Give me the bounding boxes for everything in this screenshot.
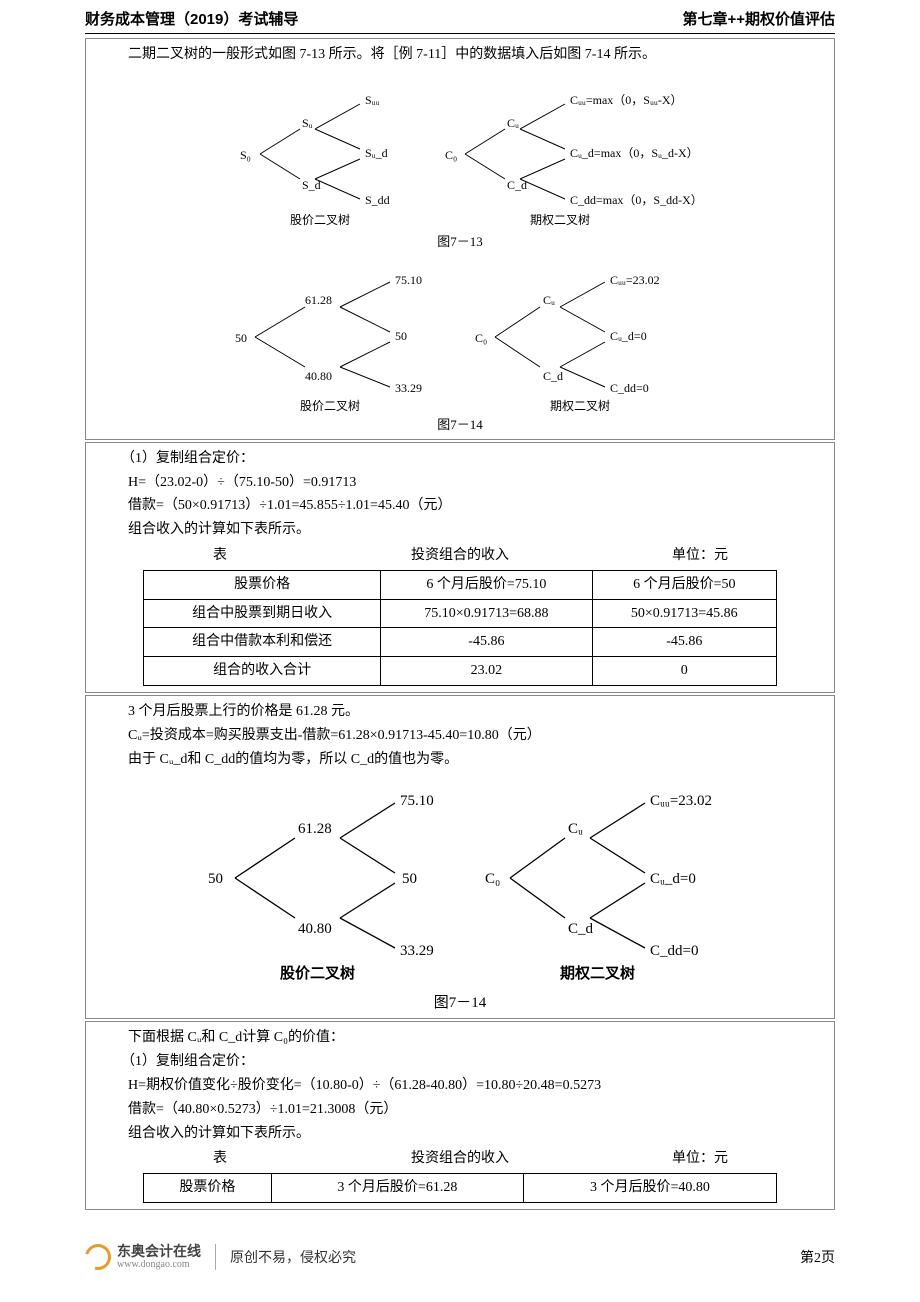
svg-text:61.28: 61.28 bbox=[298, 821, 332, 837]
calc2-l1: 3 个月后股票上行的价格是 61.28 元。 bbox=[100, 700, 820, 724]
svg-text:股价二叉树: 股价二叉树 bbox=[300, 398, 360, 412]
svg-text:Sᵤ: Sᵤ bbox=[302, 116, 313, 130]
svg-text:C₀: C₀ bbox=[445, 148, 457, 162]
calc1-l3: 借款=（50×0.91713）÷1.01=45.855÷1.01=45.40（元… bbox=[100, 494, 820, 518]
logo-icon bbox=[80, 1239, 116, 1275]
svg-text:Cᵤ_d=0: Cᵤ_d=0 bbox=[650, 871, 696, 887]
fig713-caption: 图7－13 bbox=[86, 229, 834, 254]
svg-text:C_dd=0: C_dd=0 bbox=[610, 381, 649, 395]
brand-logo: 东奥会计在线 www.dongao.com bbox=[85, 1244, 216, 1270]
table2-title: 表 投资组合的收入 单位：元 bbox=[100, 1147, 820, 1171]
table1-title: 表 投资组合的收入 单位：元 bbox=[100, 544, 820, 568]
svg-text:50: 50 bbox=[395, 329, 407, 343]
brand-name: 东奥会计在线 bbox=[117, 1244, 201, 1259]
block-figures: 二期二叉树的一般形式如图 7-13 所示。将［例 7-11］中的数据填入后如图 … bbox=[85, 38, 835, 440]
svg-text:Cᵤ_d=0: Cᵤ_d=0 bbox=[610, 329, 647, 343]
figure-7-14a: 50 61.28 40.80 75.10 50 33.29 股价二叉树 C₀ C… bbox=[86, 256, 834, 439]
calc3-l2: （1）复制组合定价： bbox=[100, 1050, 820, 1074]
svg-text:期权二叉树: 期权二叉树 bbox=[530, 212, 590, 227]
svg-text:40.80: 40.80 bbox=[305, 369, 332, 383]
calc1-l1: （1）复制组合定价： bbox=[100, 447, 820, 471]
intro-text: 二期二叉树的一般形式如图 7-13 所示。将［例 7-11］中的数据填入后如图 … bbox=[100, 43, 820, 67]
table2: 股票价格3 个月后股价=61.283 个月后股价=40.80 bbox=[143, 1173, 777, 1203]
fig714a-caption: 图7－14 bbox=[86, 412, 834, 437]
svg-text:C_d: C_d bbox=[568, 921, 594, 937]
calc1-l2: H=（23.02-0）÷（75.10-50）=0.91713 bbox=[100, 471, 820, 495]
svg-text:33.29: 33.29 bbox=[395, 381, 422, 395]
calc3-l1: 下面根据 Cᵤ和 C_d计算 C₀的价值： bbox=[100, 1026, 820, 1050]
svg-text:Sᵤᵤ: Sᵤᵤ bbox=[365, 93, 380, 107]
svg-text:股价二叉树: 股价二叉树 bbox=[290, 212, 350, 227]
calc2-l2: Cᵤ=投资成本=购买股票支出-借款=61.28×0.91713-45.40=10… bbox=[100, 724, 820, 748]
svg-text:S₀: S₀ bbox=[240, 148, 251, 162]
svg-text:75.10: 75.10 bbox=[395, 273, 422, 287]
svg-text:C₀: C₀ bbox=[485, 871, 500, 887]
figure-7-14b: 50 61.28 40.80 75.10 50 33.29 股价二叉树 C₀ C… bbox=[86, 777, 834, 1018]
svg-text:Cᵤ: Cᵤ bbox=[507, 116, 519, 130]
svg-text:33.29: 33.29 bbox=[400, 943, 434, 959]
header-right: 第七章++期权价值评估 bbox=[682, 8, 835, 29]
svg-text:Cᵤᵤ=23.02: Cᵤᵤ=23.02 bbox=[610, 273, 660, 287]
svg-text:50: 50 bbox=[208, 871, 223, 887]
block-calc2: 3 个月后股票上行的价格是 61.28 元。 Cᵤ=投资成本=购买股票支出-借款… bbox=[85, 695, 835, 1019]
svg-text:40.80: 40.80 bbox=[298, 921, 332, 937]
calc2-l3: 由于 Cᵤ_d和 C_dd的值均为零，所以 C_d的值也为零。 bbox=[100, 748, 820, 772]
svg-text:C_d: C_d bbox=[543, 369, 563, 383]
svg-text:Sᵤ_d: Sᵤ_d bbox=[365, 146, 388, 160]
block-calc1: （1）复制组合定价： H=（23.02-0）÷（75.10-50）=0.9171… bbox=[85, 442, 835, 693]
svg-text:C_dd=max（0，S_dd-X）: C_dd=max（0，S_dd-X） bbox=[570, 193, 703, 207]
calc3-l3: H=期权价值变化÷股价变化=（10.80-0）÷（61.28-40.80）=10… bbox=[100, 1074, 820, 1098]
svg-text:Cᵤ: Cᵤ bbox=[568, 821, 583, 837]
figure-7-13: S₀ Sᵤ S_d Sᵤᵤ Sᵤ_d S_dd 股价二叉树 C₀ Cᵤ C_ bbox=[86, 73, 834, 256]
svg-text:期权二叉树: 期权二叉树 bbox=[550, 398, 610, 412]
calc3-l4: 借款=（40.80×0.5273）÷1.01=21.3008（元） bbox=[100, 1098, 820, 1122]
svg-text:股价二叉树: 股价二叉树 bbox=[280, 964, 355, 982]
svg-text:Cᵤᵤ=max（0，Sᵤᵤ-X）: Cᵤᵤ=max（0，Sᵤᵤ-X） bbox=[570, 93, 683, 107]
svg-text:S_d: S_d bbox=[302, 178, 321, 192]
svg-text:C₀: C₀ bbox=[475, 331, 487, 345]
svg-text:C_dd=0: C_dd=0 bbox=[650, 943, 698, 959]
svg-text:S_dd: S_dd bbox=[365, 193, 390, 207]
svg-text:期权二叉树: 期权二叉树 bbox=[560, 964, 635, 982]
header-left: 财务成本管理（2019）考试辅导 bbox=[85, 8, 298, 29]
table1: 股票价格6 个月后股价=75.106 个月后股价=50 组合中股票到期日收入75… bbox=[143, 570, 777, 686]
brand-url: www.dongao.com bbox=[117, 1259, 201, 1270]
page-number: 第2页 bbox=[800, 1247, 835, 1267]
svg-text:Cᵤ_d=max（0，Sᵤ_d-X）: Cᵤ_d=max（0，Sᵤ_d-X） bbox=[570, 146, 699, 160]
svg-text:75.10: 75.10 bbox=[400, 793, 434, 809]
footer-copyright: 原创不易，侵权必究 bbox=[230, 1247, 800, 1267]
svg-text:50: 50 bbox=[235, 331, 247, 345]
block-calc3: 下面根据 Cᵤ和 C_d计算 C₀的价值： （1）复制组合定价： H=期权价值变… bbox=[85, 1021, 835, 1210]
svg-text:Cᵤᵤ=23.02: Cᵤᵤ=23.02 bbox=[650, 793, 712, 809]
svg-text:61.28: 61.28 bbox=[305, 293, 332, 307]
svg-text:50: 50 bbox=[402, 871, 417, 887]
svg-text:Cᵤ: Cᵤ bbox=[543, 293, 555, 307]
fig714b-caption: 图7－14 bbox=[86, 983, 834, 1016]
page-header: 财务成本管理（2019）考试辅导 第七章++期权价值评估 bbox=[85, 0, 835, 34]
page-footer: 东奥会计在线 www.dongao.com 原创不易，侵权必究 第2页 bbox=[85, 1238, 835, 1280]
calc3-l5: 组合收入的计算如下表所示。 bbox=[100, 1122, 820, 1146]
calc1-l4: 组合收入的计算如下表所示。 bbox=[100, 518, 820, 542]
svg-text:C_d: C_d bbox=[507, 178, 527, 192]
